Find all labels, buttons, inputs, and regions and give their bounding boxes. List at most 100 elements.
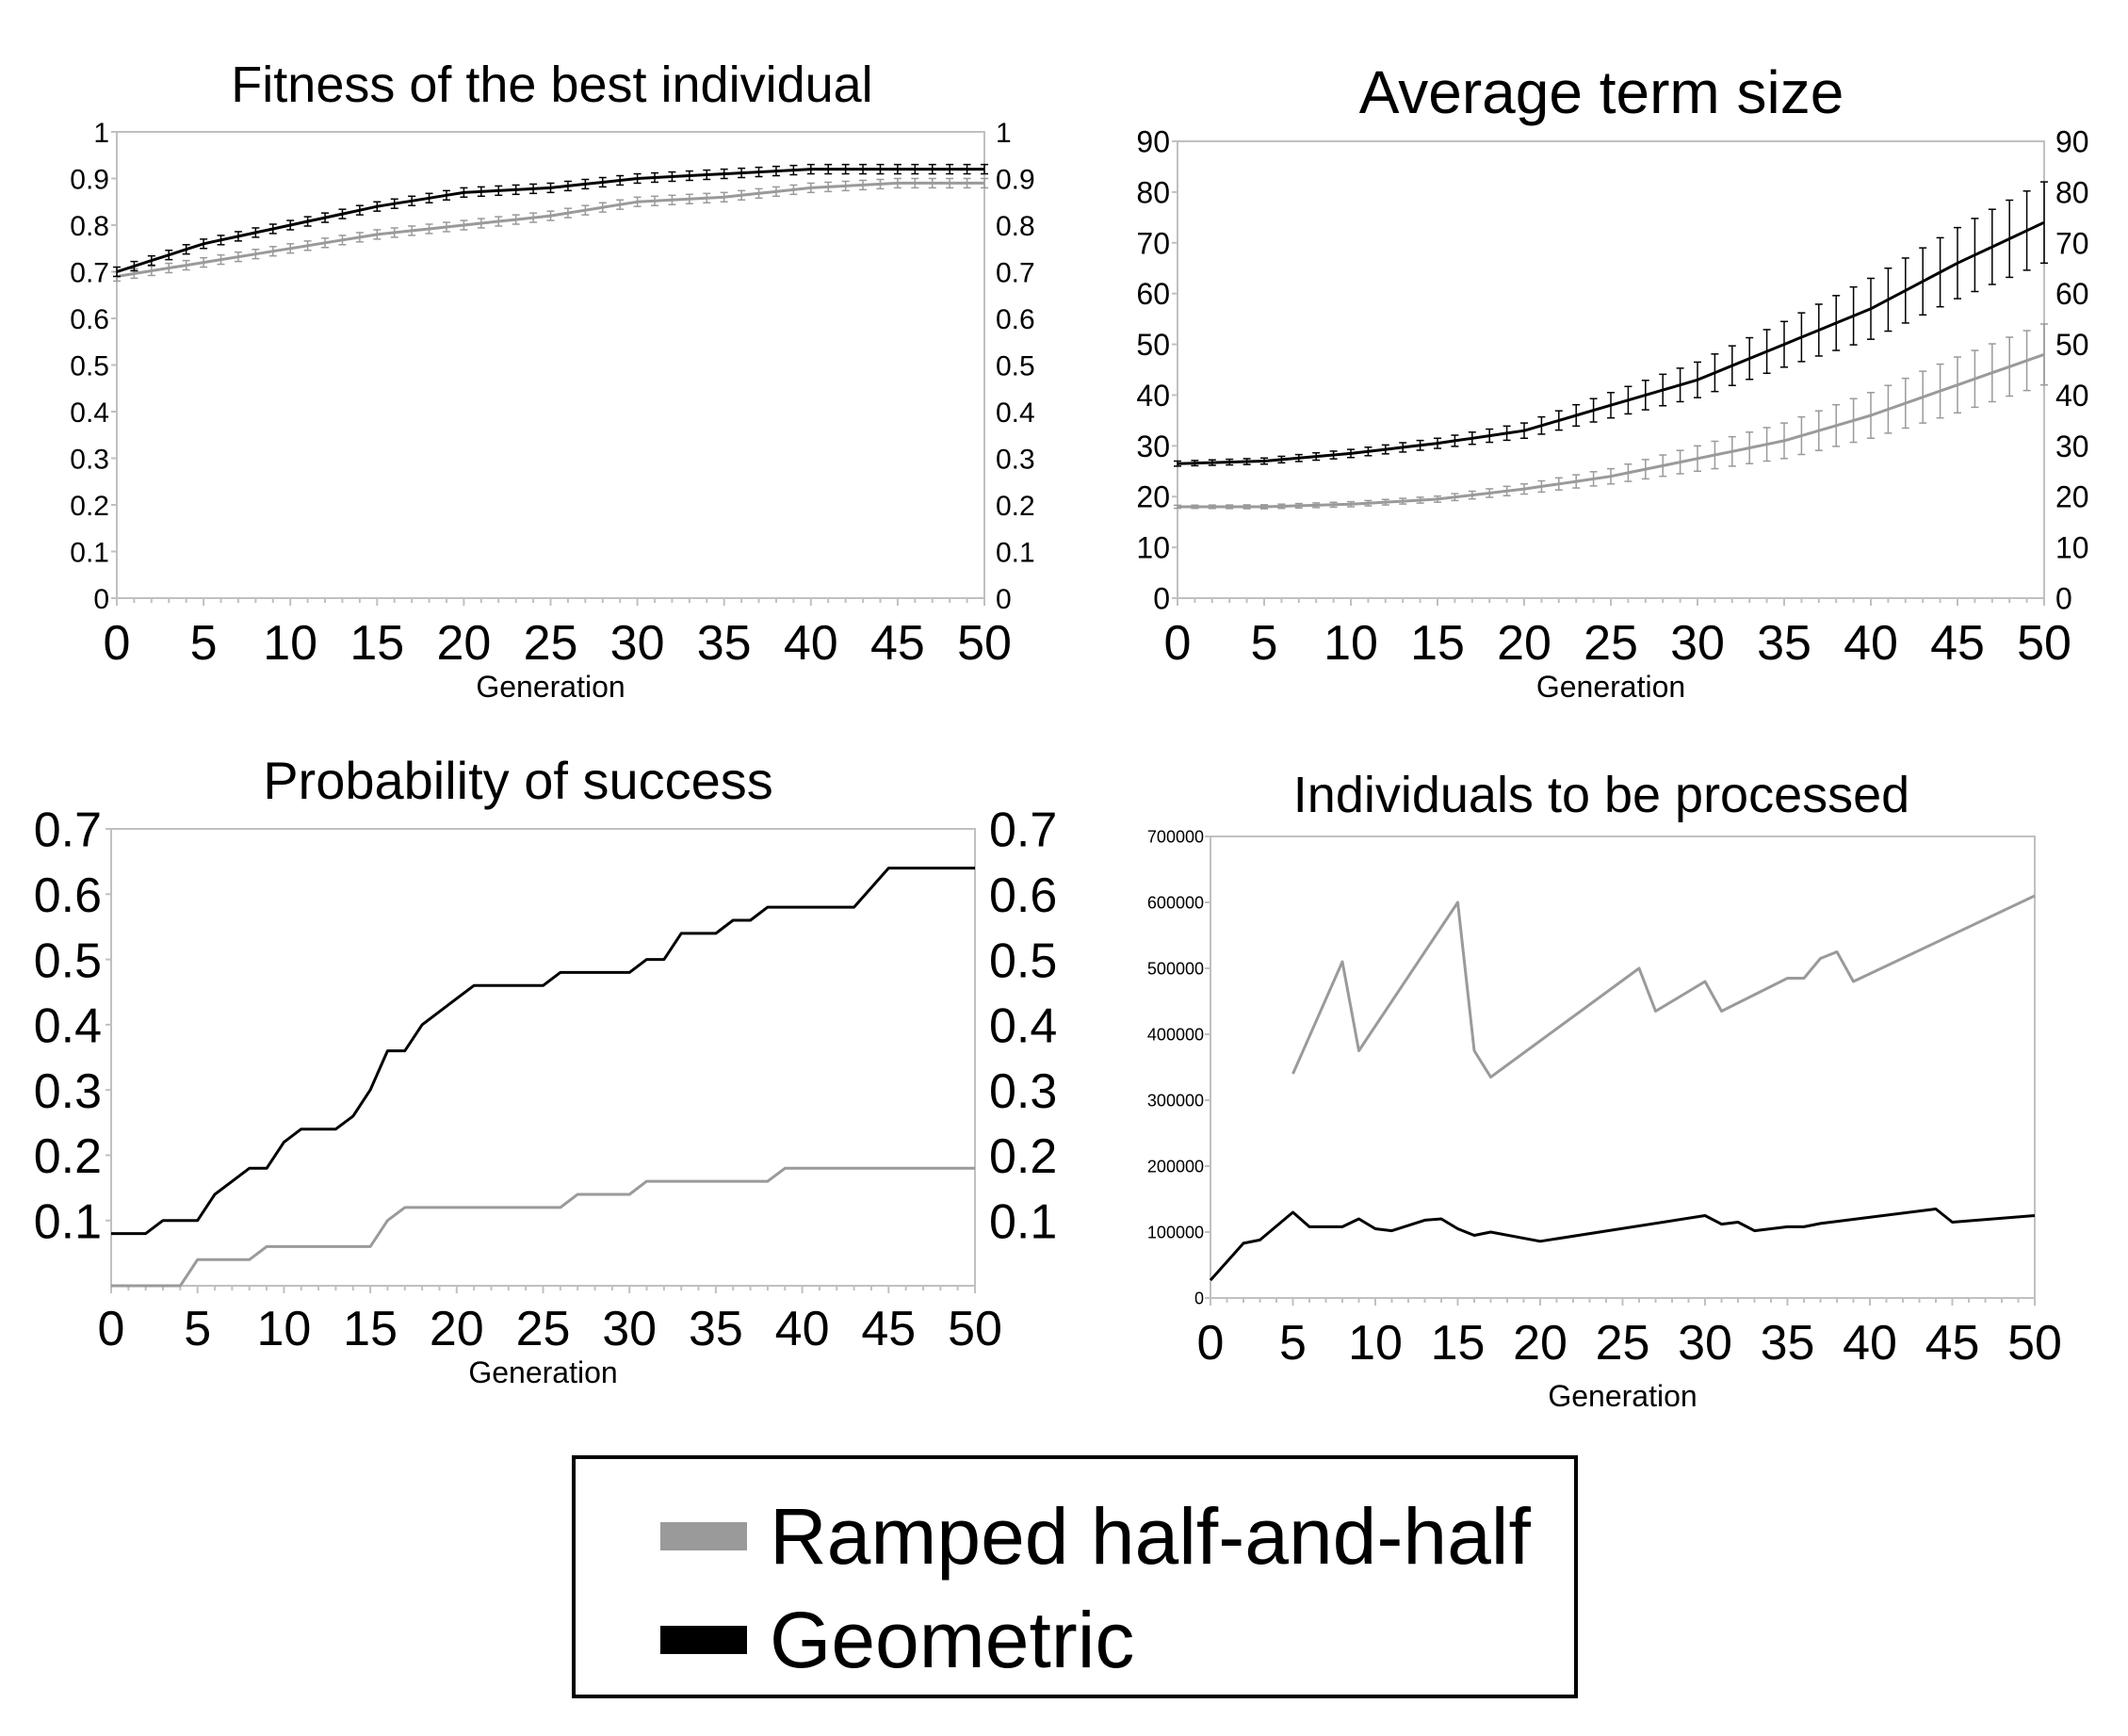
y-tick-label-right: 40 [2055,379,2089,413]
x-axis-label: Generation [476,670,625,704]
series-geometric-line [111,867,975,1236]
chart-title: Individuals to be processed [1293,767,1909,823]
chart-success: Probability of success 0 5 10 15 20 25 30 35 40 45… [34,751,1058,1389]
series-ramped-line [1178,352,2045,509]
y-tick-label-left: 600000 [1147,893,1204,912]
y-tick-label-left: 200000 [1147,1157,1204,1176]
x-tick-label: 50 [957,616,1012,671]
y-tick-label-right: 70 [2055,226,2089,260]
y-tick-label-left: 60 [1136,277,1170,311]
series-ramped-line [116,181,984,278]
y-tick-label-left: 0.4 [70,397,109,429]
legend-swatch-geometric [660,1626,747,1654]
y-tick-label-right: 0.1 [996,537,1035,568]
x-tick-label: 35 [697,616,752,671]
y-tick-label-left: 70 [1136,226,1170,260]
x-tick-label: 50 [2007,1316,2062,1371]
y-tick-label-left: 0.2 [70,491,109,522]
x-tick-label: 15 [349,616,404,671]
x-axis-label: Generation [1548,1379,1697,1413]
x-tick-label: 45 [870,616,925,671]
x-tick-label: 35 [689,1302,743,1356]
y-tick-label-left: 0.1 [70,537,109,568]
x-tick-label: 40 [1843,1316,1897,1371]
series-geometric-line [1177,220,2045,465]
x-tick-label: 30 [1670,616,1725,671]
y-tick-label-left: 0 [1194,1289,1204,1307]
y-tick-label-left: 100000 [1147,1223,1204,1241]
y-tick-label-right: 0.7 [996,257,1035,288]
x-tick-label: 45 [861,1302,916,1356]
x-tick-label: 10 [1324,616,1378,671]
x-tick-label: 5 [184,1302,211,1356]
chart-title: Probability of success [263,751,773,810]
chart-title: Average term size [1359,58,1844,126]
x-tick-label: 35 [1757,616,1811,671]
series-ramped-line [1291,894,2036,1079]
legend-entry-geometric: Geometric [660,1600,1134,1679]
x-tick-label: 20 [1497,616,1551,671]
y-tick-label-left: 50 [1136,328,1170,362]
y-tick-label-left: 0.6 [34,868,102,923]
y-tick-label-right: 10 [2055,531,2089,565]
y-tick-label-left: 0.1 [34,1194,102,1249]
y-tick-label-left: 0.3 [34,1064,102,1119]
y-tick-label-left: 0 [93,584,109,615]
chart-title: Fitness of the best individual [231,57,872,113]
x-tick-label: 20 [1513,1316,1568,1371]
y-tick-label-left: 0.9 [70,164,109,195]
x-tick-label: 10 [1348,1316,1403,1371]
x-tick-label: 40 [784,616,838,671]
y-tick-label-left: 500000 [1147,959,1204,978]
chart-term-size: Average term size 0 5 10 15 20 25 30 35 40 45 50 Gen… [1136,58,2088,704]
y-tick-label-left: 0.6 [70,304,109,335]
y-tick-label-left: 90 [1136,125,1170,159]
x-tick-label: 25 [524,616,578,671]
x-axis-label: Generation [1536,670,1685,704]
y-tick-label-right: 20 [2055,480,2089,514]
x-tick-label: 20 [430,1302,484,1356]
y-tick-label-left: 0 [1153,582,1170,616]
x-tick-label: 30 [610,616,665,671]
y-tick-label-right: 0.4 [996,397,1035,429]
y-tick-label-right: 0.4 [989,999,1057,1054]
series-geometric-line [1209,1208,2036,1282]
y-tick-label-right: 0.2 [989,1129,1057,1184]
series-ramped-line [111,1166,975,1288]
plot-frame [110,828,976,1287]
x-tick-label: 25 [1584,616,1638,671]
x-tick-label: 40 [775,1302,830,1356]
x-tick-label: 35 [1761,1316,1815,1371]
x-tick-label: 0 [104,616,131,671]
legend-swatch-ramped [660,1522,747,1550]
y-tick-label-right: 80 [2055,175,2089,209]
x-tick-label: 25 [1596,1316,1650,1371]
x-tick-label: 10 [263,616,317,671]
y-tick-label-right: 0.6 [996,304,1035,335]
y-tick-label-left: 0.4 [34,999,102,1054]
x-tick-label: 15 [1410,616,1465,671]
legend-entry-ramped: Ramped half-and-half [660,1497,1531,1576]
y-tick-label-left: 40 [1136,379,1170,413]
y-tick-label-right: 0.8 [996,211,1035,242]
plot-frame [116,131,985,599]
legend-label-ramped: Ramped half-and-half [770,1492,1531,1581]
y-tick-label-left: 0.8 [70,211,109,242]
y-tick-label-right: 0 [996,584,1012,615]
x-tick-label: 45 [1930,616,1985,671]
x-tick-label: 5 [1251,616,1278,671]
y-tick-label-left: 0.5 [34,933,102,988]
y-tick-label-right: 0.1 [989,1194,1057,1249]
y-tick-label-right: 0.5 [996,350,1035,381]
y-tick-label-right: 0.3 [996,444,1035,475]
x-tick-label: 50 [2017,616,2071,671]
x-axis-label: Generation [468,1355,617,1389]
x-tick-label: 25 [516,1302,571,1356]
y-tick-label-left: 80 [1136,175,1170,209]
x-tick-label: 40 [1844,616,1898,671]
x-tick-label: 0 [1164,616,1192,671]
y-tick-label-right: 0.2 [996,491,1035,522]
x-tick-label: 45 [1925,1316,1980,1371]
